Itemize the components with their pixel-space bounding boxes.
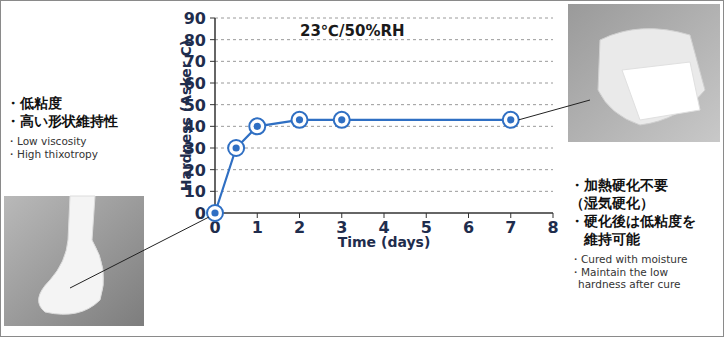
grid-line <box>215 83 553 84</box>
marker-ring <box>334 112 350 128</box>
callout-line <box>519 100 590 120</box>
chart-root: 010203040506070809001234567823℃/50%RHTim… <box>0 0 724 337</box>
annotation-note: hardness after cure <box>578 278 680 290</box>
title: 23℃/50%RH <box>300 22 405 40</box>
annotation-line: ・高い形状維持性 <box>6 113 118 129</box>
grid-line <box>215 104 553 105</box>
annotation-note: ・Low viscosity <box>6 135 87 147</box>
grid-line <box>215 18 553 19</box>
annotation-line: （湿気硬化） <box>570 195 654 211</box>
annotation-note: ・High thixotropy <box>6 148 98 160</box>
marker <box>334 112 350 128</box>
marker-ring <box>249 118 265 134</box>
y-tick-label: 90 <box>184 9 206 28</box>
y-axis <box>214 18 216 213</box>
x-label: Time (days) <box>338 234 431 250</box>
annotation-note: ・Maintain the low <box>570 266 668 278</box>
x-tick-label: 7 <box>505 218 516 237</box>
annotation-line: ・加熱硬化不要 <box>570 177 668 193</box>
annotation-line: ・低粘度 <box>6 95 62 111</box>
chart-svg: 010203040506070809001234567823℃/50%RHTim… <box>0 0 724 337</box>
annotation-line: 維持可能 <box>583 231 641 247</box>
marker-ring <box>207 205 223 221</box>
marker-dot <box>338 116 345 123</box>
marker <box>207 205 223 221</box>
grid-line <box>215 169 553 170</box>
plot-area <box>207 112 519 221</box>
annotation-note: ・Cured with moisture <box>570 253 688 265</box>
x-tick-label: 6 <box>463 218 474 237</box>
marker-ring <box>292 112 308 128</box>
photo-shape <box>622 62 700 120</box>
grid-line <box>215 191 553 192</box>
marker <box>228 140 244 156</box>
x-tick-label: 1 <box>252 218 263 237</box>
marker-dot <box>296 116 303 123</box>
y-tick-label: 0 <box>195 204 206 223</box>
marker <box>292 112 308 128</box>
annotation-line: ・硬化後は低粘度を <box>570 213 696 229</box>
marker-ring <box>503 112 519 128</box>
marker <box>503 112 519 128</box>
marker-dot <box>507 116 514 123</box>
photo-right <box>568 4 720 142</box>
x-tick-label: 8 <box>547 218 558 237</box>
marker <box>249 118 265 134</box>
marker-ring <box>228 140 244 156</box>
x-axis <box>215 212 553 214</box>
marker-dot <box>254 123 261 130</box>
marker-dot <box>233 144 240 151</box>
grid-line <box>215 61 553 62</box>
photo-bg <box>568 4 720 142</box>
grid-line <box>215 148 553 149</box>
y-label: Hardness (Asker C) <box>178 40 194 192</box>
x-tick-label: 2 <box>294 218 305 237</box>
photo-shape <box>598 29 705 125</box>
callout-line <box>70 217 209 288</box>
frame <box>1 1 724 337</box>
photo-shape <box>39 196 104 314</box>
marker-dot <box>211 209 218 216</box>
